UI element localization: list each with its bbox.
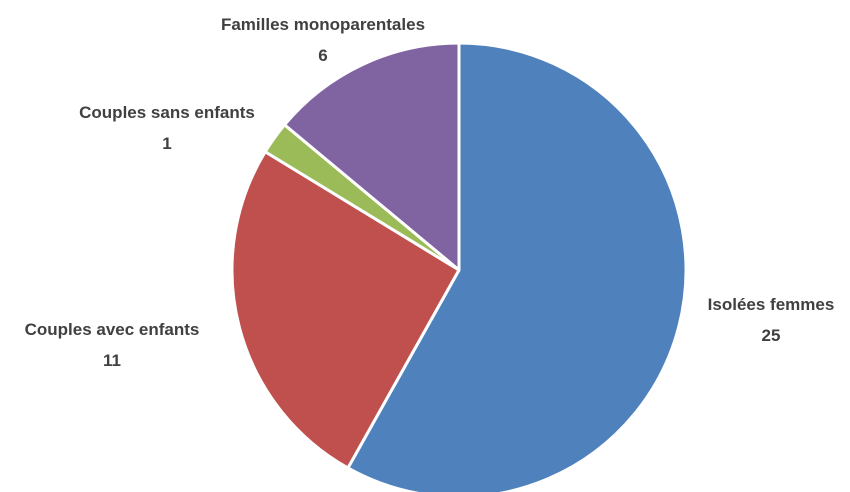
pie-slice-couples-avec-enfants — [230, 150, 461, 470]
pie-data-labels: Isolées femmes 25 Couples avec enfants 11 Co… — [25, 15, 835, 370]
pie-slices — [230, 41, 688, 492]
data-label-value-isolees-femmes: 25 — [762, 326, 781, 345]
data-label-value-couples-avec-enfants: 11 — [103, 351, 121, 370]
data-label-category-couples-sans-enfants: Couples sans enfants — [79, 103, 255, 122]
data-label-category-couples-avec-enfants: Couples avec enfants — [25, 320, 200, 339]
pie-slice-isolees-femmes — [346, 41, 688, 492]
data-label-category-isolees-femmes: Isolées femmes — [708, 295, 835, 314]
data-label-value-familles-monoparentales: 6 — [318, 46, 327, 65]
data-label-category-familles-monoparentales: Familles monoparentales — [221, 15, 425, 34]
pie-slice-familles-monoparentales — [283, 41, 461, 272]
data-label-value-couples-sans-enfants: 1 — [162, 134, 171, 153]
